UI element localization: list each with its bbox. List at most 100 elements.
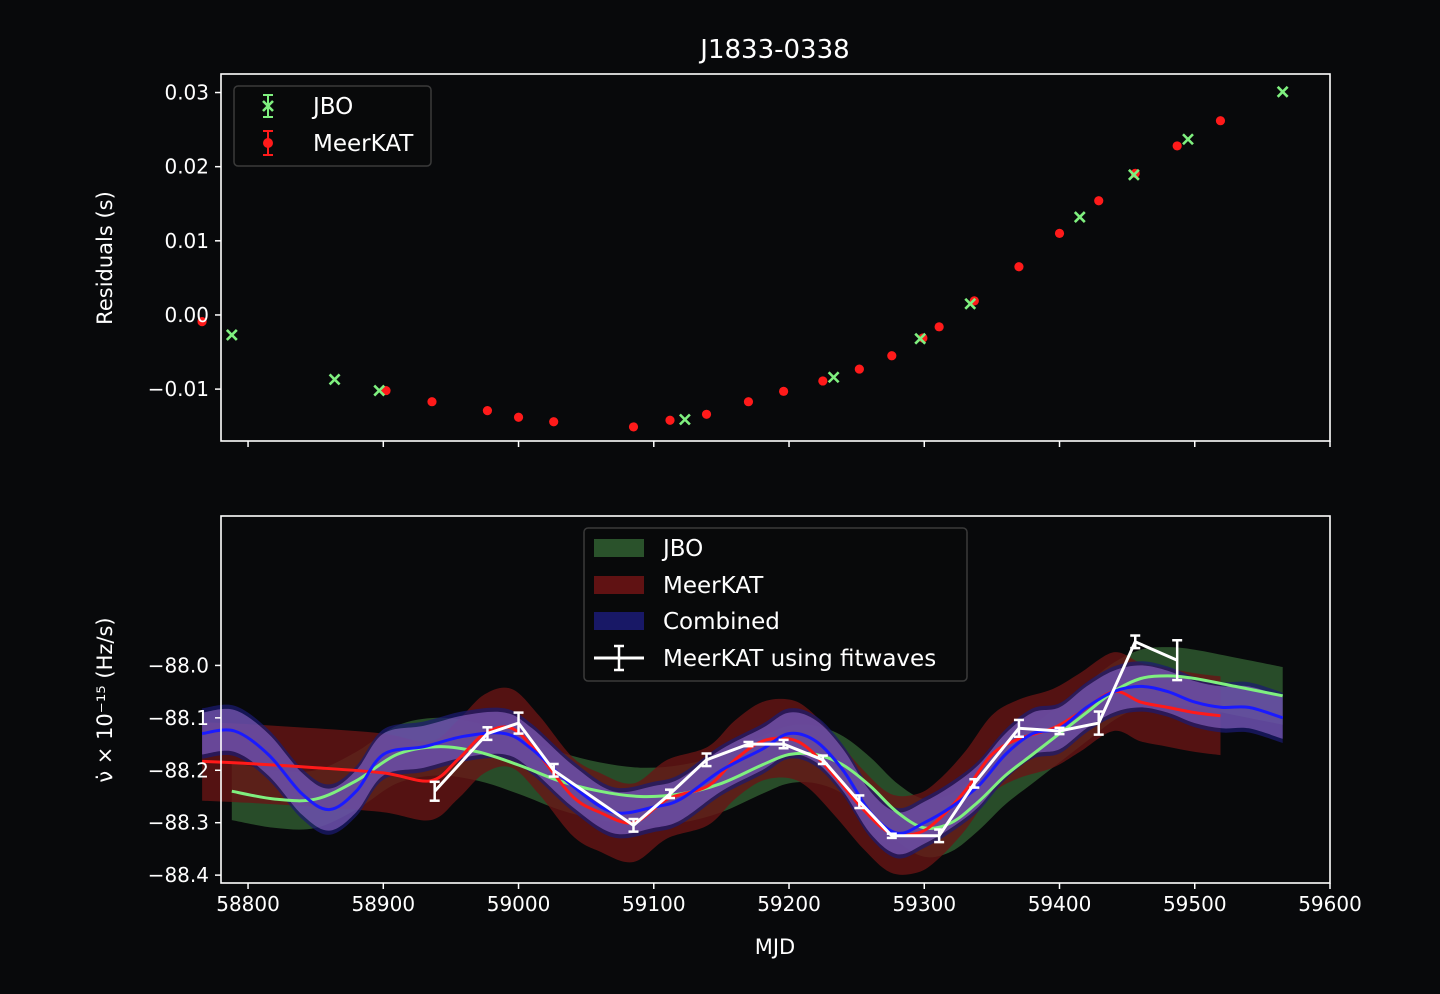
- jbo-point: [914, 332, 927, 345]
- bottom-y-axis-label: ν̇ × 10⁻¹⁵ (Hz/s): [93, 617, 117, 782]
- meerkat-point: [1172, 141, 1182, 151]
- series-line-combined: [201, 684, 1284, 835]
- axes-frame: [220, 73, 1331, 442]
- x-tick-label: 59200: [757, 892, 821, 916]
- jbo-point: [328, 373, 341, 386]
- fitwaves-errorbar: [701, 752, 712, 768]
- legend-marker-dot: [263, 138, 273, 148]
- meerkat-point: [743, 397, 754, 407]
- meerkat-point: [1054, 228, 1065, 239]
- x-stroke: [1073, 211, 1086, 224]
- x-tick-label: 58800: [216, 892, 280, 916]
- fitwaves-errorbar: [1130, 634, 1141, 650]
- meerkat-point: [549, 417, 559, 427]
- legend-entry-jbo: JBO: [262, 94, 353, 120]
- x-tick-label: 59400: [1028, 892, 1092, 916]
- legend-label: JBO: [661, 536, 703, 562]
- legend-top: JBO MeerKAT: [233, 85, 432, 167]
- y-tick-label: 0.01: [164, 229, 209, 253]
- meerkat-point: [197, 317, 207, 327]
- legend-label: MeerKAT using fitwaves: [663, 646, 936, 672]
- legend-swatch: [594, 612, 644, 630]
- meerkat-point: [427, 397, 437, 407]
- meerkat-point: [779, 386, 789, 396]
- x-stroke: [1127, 168, 1140, 181]
- jbo-point: [1182, 133, 1194, 146]
- jbo-point: [1073, 211, 1086, 224]
- legend-entry-meerkat: MeerKAT: [263, 130, 414, 157]
- y-tick-label: 0.03: [164, 81, 209, 105]
- fitwaves-errorbar: [1093, 710, 1104, 736]
- legend-entry-fitwaves: MeerKAT using fitwaves: [594, 644, 936, 672]
- legend-entry-band: MeerKAT: [594, 573, 764, 599]
- y-tick-label: −88.1: [148, 706, 209, 730]
- meerkat-point: [1094, 196, 1104, 206]
- series-line-meerkat: [202, 689, 1221, 837]
- x-stroke: [1276, 85, 1289, 98]
- meerkat-point: [482, 406, 493, 416]
- x-stroke: [328, 373, 341, 386]
- meerkat-point: [628, 422, 639, 432]
- jbo-point: [964, 297, 977, 310]
- jbo-point: [678, 413, 691, 426]
- residuals-panel: 0.03 0.02 0.01 0.00 −0.01 JBO MeerKAT: [148, 73, 1331, 447]
- legend-bottom: JBO MeerKAT Combined MeerKAT using fitwaves: [583, 527, 968, 682]
- fitwaves-errorbar: [778, 738, 789, 750]
- x-tick-label: 59600: [1298, 892, 1362, 916]
- fitwaves-errorbar: [743, 740, 754, 748]
- meerkat-point: [934, 322, 944, 332]
- legend-label: MeerKAT: [663, 573, 764, 599]
- y-tick-label: −88.2: [148, 758, 209, 782]
- meerkat-point: [818, 376, 828, 386]
- x-axis-label: MJD: [755, 935, 795, 959]
- x-stroke: [1182, 133, 1194, 146]
- meerkat-point: [513, 412, 524, 422]
- jbo-point: [1127, 168, 1140, 181]
- legend-entry-band: JBO: [594, 536, 703, 562]
- legend-label: Combined: [663, 609, 780, 635]
- jbo-point: [827, 371, 840, 384]
- meerkat-point: [701, 409, 712, 419]
- meerkat-point: [1215, 116, 1226, 126]
- plot-content: [201, 634, 1284, 875]
- fdot-panel: 58800 58900 59000 59100 59200 59300 59400 59500…: [148, 515, 1362, 916]
- x-stroke: [964, 297, 977, 310]
- fitwaves-errorbar: [429, 780, 440, 802]
- fitwaves-errorbar: [548, 762, 559, 778]
- fitwaves-errorbar: [854, 794, 865, 810]
- fitwaves-errorbar: [934, 828, 945, 844]
- meerkat-point: [1014, 262, 1024, 272]
- fitwaves-errorbar: [817, 754, 828, 766]
- x-stroke: [914, 332, 927, 345]
- legend-label-jbo: JBO: [311, 94, 353, 120]
- y-tick-label: −88.0: [148, 653, 209, 677]
- fitwaves-errorbar: [628, 817, 639, 833]
- fitwaves-errorbar: [1172, 639, 1183, 682]
- fitwaves-errorbar: [482, 726, 493, 742]
- y-tick-label: −0.01: [148, 377, 209, 401]
- plot-content: [197, 85, 1289, 432]
- fitwaves-errorbar: [969, 777, 980, 789]
- jbo-point: [225, 329, 238, 341]
- x-tick-label: 59000: [487, 892, 551, 916]
- x-stroke: [827, 371, 840, 384]
- x-stroke: [225, 329, 238, 341]
- legend-swatch: [594, 576, 644, 594]
- fitwaves-errorbar: [886, 832, 897, 840]
- fitwaves-errorbar: [513, 711, 524, 735]
- fitwaves-errorbar: [1013, 718, 1024, 738]
- legend-label-meerkat: MeerKAT: [313, 131, 414, 157]
- jbo-point: [1276, 85, 1289, 98]
- x-tick-label: 58900: [351, 892, 415, 916]
- jbo-point: [373, 384, 386, 397]
- y-tick-label: −88.3: [148, 811, 209, 835]
- meerkat-point: [381, 385, 391, 396]
- meerkat-point: [887, 351, 897, 361]
- x-tick-label: 59300: [892, 892, 956, 916]
- y-tick-label: 0.02: [164, 155, 209, 179]
- x-stroke: [373, 384, 386, 397]
- legend-swatch: [594, 539, 644, 557]
- chart-title: J1833-0338: [698, 35, 849, 65]
- meerkat-point: [854, 364, 864, 374]
